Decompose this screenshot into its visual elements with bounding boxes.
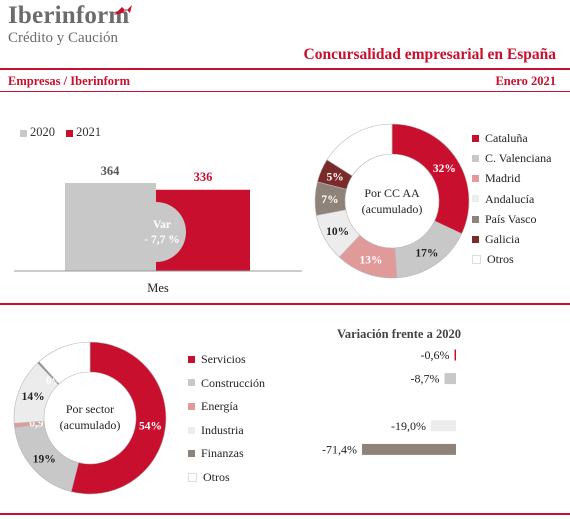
sector-slice-label-construccion: 19%	[33, 453, 56, 465]
region-slice-label-madrid: 13%	[359, 254, 382, 266]
variation-bar-industria	[430, 420, 456, 432]
sector-slice-label-industria: 14%	[22, 391, 45, 403]
region-slice-label-c-valenciana: 17%	[415, 247, 438, 259]
variation-label: Var	[153, 219, 171, 231]
sector-legend-swatch-energia	[188, 402, 195, 410]
variation-value-finanzas: -71,4%	[322, 442, 357, 456]
variation-value-industria: -19,0%	[391, 419, 426, 433]
report-title: Concursalidad empresarial en España	[303, 46, 556, 63]
region-legend-item-otros: Otros	[472, 249, 551, 269]
region-legend-item-c-valenciana: C. Valenciana	[472, 148, 551, 168]
legend-label-2020: 2020	[30, 125, 55, 139]
sector-legend-item-industria: Industria	[188, 419, 265, 443]
bar-category-label: Mes	[147, 281, 169, 295]
sector-legend-swatch-otros	[188, 472, 197, 482]
sector-legend-label-otros: Otros	[203, 469, 230, 484]
data-source: Empresas / Iberinform	[8, 74, 130, 88]
region-center-line1: Por CC AA	[364, 186, 420, 200]
region-legend-swatch-madrid	[472, 175, 479, 183]
region-legend-swatch-andalucia	[472, 195, 479, 203]
variation-badge	[156, 202, 186, 262]
sector-legend-item-finanzas: Finanzas	[188, 442, 265, 466]
variation-bar-servicios	[454, 349, 456, 361]
sector-legend-swatch-finanzas	[188, 450, 195, 458]
sector-legend-item-construccion: Construcción	[188, 372, 265, 396]
variation-bar-construccion	[444, 373, 456, 385]
sector-legend-label-servicios: Servicios	[201, 352, 246, 366]
region-legend-swatch-pais-vasco	[472, 215, 479, 223]
sector-legend: Servicios Construcción Energía Industria Fin…	[188, 348, 265, 490]
region-center-line2: (acumulado)	[362, 202, 423, 216]
region-slice-cataluna	[391, 123, 470, 235]
region-slice-label-andalucia: 10%	[326, 226, 349, 238]
region-legend-swatch-galicia	[472, 235, 479, 243]
region-legend-label-pais-vasco: País Vasco	[485, 211, 537, 226]
region-legend: Cataluña C. Valenciana Madrid Andalucía País…	[472, 128, 551, 269]
sector-legend-label-finanzas: Finanzas	[201, 446, 244, 461]
region-legend-label-andalucia: Andalucía	[485, 191, 535, 206]
legend-label-2021: 2021	[76, 125, 102, 139]
variation-bar-finanzas	[362, 443, 456, 455]
bar-value-2021: 336	[193, 170, 213, 184]
region-legend-swatch-otros	[472, 254, 481, 264]
sector-legend-swatch-construccion	[188, 379, 195, 387]
sector-legend-label-construccion: Construcción	[201, 375, 265, 390]
variation-value-servicios: -0,6%	[421, 348, 450, 362]
sector-legend-swatch-industria	[188, 426, 195, 434]
footer-divider	[0, 513, 570, 515]
legend-swatch-2020	[20, 129, 27, 137]
variation-value-construccion: -8,7%	[411, 372, 440, 386]
region-legend-swatch-cataluna	[472, 134, 479, 142]
bar-legend: 2020 2021	[20, 125, 109, 140]
sector-legend-label-energia: Energía	[201, 399, 239, 414]
sector-slice-label-servicios: 54%	[139, 421, 162, 433]
brand-name: Iberinform	[8, 2, 130, 29]
section-divider	[0, 303, 570, 305]
sector-legend-label-industria: Industria	[201, 422, 244, 437]
sector-slice-otros	[38, 341, 91, 385]
region-legend-swatch-c-valenciana	[472, 154, 479, 162]
sector-legend-item-otros: Otros	[188, 466, 265, 490]
variation-chart-title: Variación frente a 2020	[337, 327, 461, 341]
region-legend-label-c-valenciana: C. Valenciana	[485, 151, 552, 166]
brand-logo-icon	[114, 5, 132, 15]
region-legend-item-madrid: Madrid	[472, 168, 551, 188]
report-period: Enero 2021	[495, 74, 556, 88]
sector-legend-item-energia: Energía	[188, 395, 265, 419]
region-slice-label-pais-vasco: 7%	[321, 194, 338, 206]
sector-legend-swatch-servicios	[188, 355, 195, 363]
region-legend-item-pais-vasco: País Vasco	[472, 209, 551, 229]
bar-value-2020: 364	[100, 164, 120, 178]
brand-subtitle: Crédito y Caución	[8, 30, 118, 46]
sector-legend-item-servicios: Servicios	[188, 348, 265, 372]
sector-center-line1: Por sector	[66, 402, 114, 416]
header-divider	[0, 68, 570, 70]
sector-slice-servicios	[70, 341, 167, 495]
meta-divider	[0, 91, 570, 92]
region-legend-item-galicia: Galicia	[472, 229, 551, 249]
region-legend-label-otros: Otros	[487, 252, 514, 267]
sector-center-line2: (acumulado)	[60, 418, 121, 432]
region-legend-label-cataluna: Cataluña	[485, 131, 528, 145]
region-slice-otros	[326, 123, 393, 177]
legend-swatch-2021	[66, 129, 74, 137]
region-slice-label-cataluna: 32%	[433, 163, 456, 175]
region-legend-item-cataluna: Cataluña	[472, 128, 551, 148]
variation-value: - 7,7 %	[144, 234, 179, 246]
region-slice-label-galicia: 5%	[326, 171, 343, 183]
bar-2020	[65, 183, 156, 271]
region-legend-label-galicia: Galicia	[485, 232, 520, 247]
region-legend-label-madrid: Madrid	[485, 171, 521, 186]
region-legend-item-andalucia: Andalucía	[472, 189, 551, 209]
